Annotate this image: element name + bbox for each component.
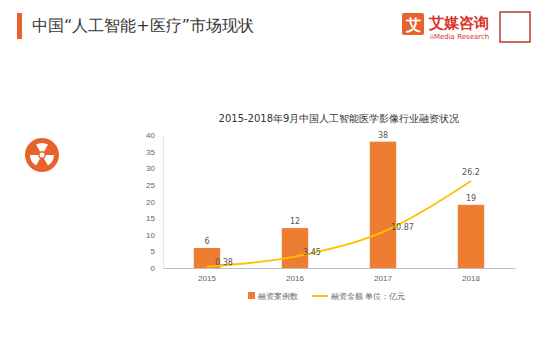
logo-stamp [500, 12, 530, 42]
y-axis: 0 5 10 15 20 25 30 35 40 [146, 131, 163, 273]
icon-wedge [44, 155, 54, 165]
x-axis: 2015 2016 2017 2018 [164, 268, 516, 283]
logo-brand-en: iiMedia Research [430, 33, 489, 41]
x-tick-label: 2017 [374, 274, 392, 283]
legend: 融资案例数 融资金额 单位：亿元 [248, 292, 405, 301]
y-tick-label: 25 [146, 181, 155, 190]
chart-title: 2015-2018年9月中国人工智能医学影像行业融资状况 [219, 113, 460, 124]
x-tick: 2015 [198, 268, 216, 283]
bar-label: 6 [204, 237, 209, 246]
logo-icon: 艾 [405, 16, 421, 34]
bar [370, 142, 396, 268]
y-tick-label: 40 [146, 131, 155, 140]
x-tick-label: 2015 [198, 274, 216, 283]
bar-label: 12 [290, 217, 300, 226]
y-tick-label: 5 [151, 247, 156, 256]
x-tick-label: 2018 [462, 274, 480, 283]
icon-wedge [30, 155, 40, 165]
x-axis-line [164, 268, 516, 269]
line-label: 26.2 [462, 168, 480, 177]
icon-wedge [36, 143, 48, 152]
slide: 中国“人工智能+医疗”市场现状艾艾媒咨询iiMedia Research2015… [0, 0, 550, 357]
bar-label: 19 [466, 194, 476, 203]
x-tick: 2018 [462, 268, 480, 283]
x-tick: 2017 [374, 268, 392, 283]
legend-label: 融资案例数 [258, 292, 298, 301]
y-tick-label: 35 [146, 148, 155, 157]
y-tick: 25 [146, 181, 163, 190]
y-tick: 15 [146, 214, 163, 223]
line [207, 181, 471, 267]
plot-marks [194, 142, 484, 268]
y-tick-label: 20 [146, 198, 155, 207]
logo-box [402, 13, 424, 35]
x-tick: 2016 [286, 268, 304, 283]
y-tick-label: 15 [146, 214, 155, 223]
y-tick: 0 [151, 264, 163, 273]
x-tick-label: 2016 [286, 274, 304, 283]
y-tick-label: 30 [146, 164, 155, 173]
y-axis-line [163, 136, 164, 269]
y-tick-label: 10 [146, 231, 155, 240]
bar-label: 38 [378, 131, 388, 140]
y-tick: 30 [146, 164, 163, 173]
bar [458, 205, 484, 268]
line-label: 3.45 [303, 248, 321, 257]
legend-swatch [248, 292, 255, 299]
y-tick-label: 0 [151, 264, 156, 273]
line-label: 10.87 [391, 223, 414, 232]
icon-core [40, 153, 45, 158]
y-tick: 20 [146, 198, 163, 207]
y-tick: 35 [146, 148, 163, 157]
legend-swatch [312, 295, 328, 297]
line-label: 0.38 [215, 258, 233, 267]
logo-brand: 艾媒咨询 [428, 14, 489, 32]
legend-label: 融资金额 单位：亿元 [331, 292, 405, 301]
y-tick: 5 [151, 247, 163, 256]
page-title: 中国“人工智能+医疗”市场现状 [32, 16, 254, 35]
header-accent [17, 13, 22, 39]
data-labels: 6 12 38 19 0.38 3.45 10.87 26.2 [204, 131, 479, 267]
side-icon [25, 138, 59, 172]
icon-circle [25, 138, 59, 172]
y-tick: 40 [146, 131, 163, 140]
y-tick: 10 [146, 231, 163, 240]
